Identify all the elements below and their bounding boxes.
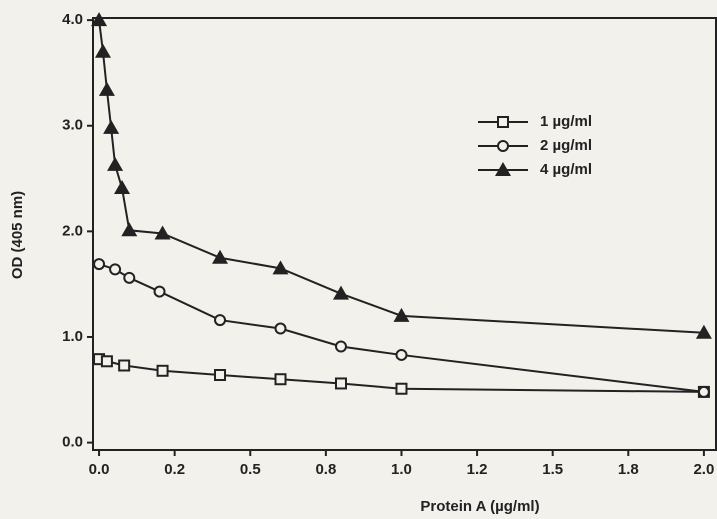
x-tick-label: 1.8 [618,461,639,478]
y-tick-label: 3.0 [62,117,83,134]
legend-label: 2 µg/ml [540,137,592,154]
y-axis-label: OD (405 nm) [9,191,26,279]
marker [214,369,227,382]
marker [118,359,131,372]
x-tick-label: 0.0 [89,461,110,478]
marker [98,81,115,96]
x-tick-label: 1.5 [542,461,563,478]
marker [100,355,113,368]
marker [156,364,169,377]
marker [697,385,710,398]
series-line [98,19,704,334]
marker [153,285,166,298]
legend-label: 1 µg/ml [540,113,592,130]
marker [91,12,108,27]
marker [334,377,347,390]
marker [214,314,227,327]
marker [395,348,408,361]
marker [109,263,122,276]
marker [274,373,287,386]
marker [695,324,712,339]
marker [393,307,410,322]
marker [114,180,131,195]
marker [332,285,349,300]
marker [94,43,111,58]
y-tick-label: 2.0 [62,222,83,239]
marker [121,222,138,237]
y-tick-label: 0.0 [62,434,83,451]
x-tick-label: 0.2 [164,461,185,478]
y-tick-label: 1.0 [62,328,83,345]
plot-frame [92,17,717,451]
legend-marker [497,140,509,152]
x-tick-label: 0.5 [240,461,261,478]
legend-marker [495,162,511,176]
x-tick-label: 1.0 [391,461,412,478]
marker [123,271,136,284]
legend-marker [497,116,509,128]
marker [154,225,171,240]
marker [107,156,124,171]
x-tick-label: 1.2 [467,461,488,478]
y-tick-label: 4.0 [62,11,83,28]
x-axis-label: Protein A (µg/ml) [420,498,539,515]
marker [395,382,408,395]
x-tick-label: 2.0 [693,461,714,478]
marker [212,249,229,264]
marker [274,322,287,335]
marker [103,119,120,134]
x-tick-label: 0.8 [315,461,336,478]
marker [93,258,106,271]
marker [272,260,289,275]
marker [334,340,347,353]
legend-label: 4 µg/ml [540,161,592,178]
